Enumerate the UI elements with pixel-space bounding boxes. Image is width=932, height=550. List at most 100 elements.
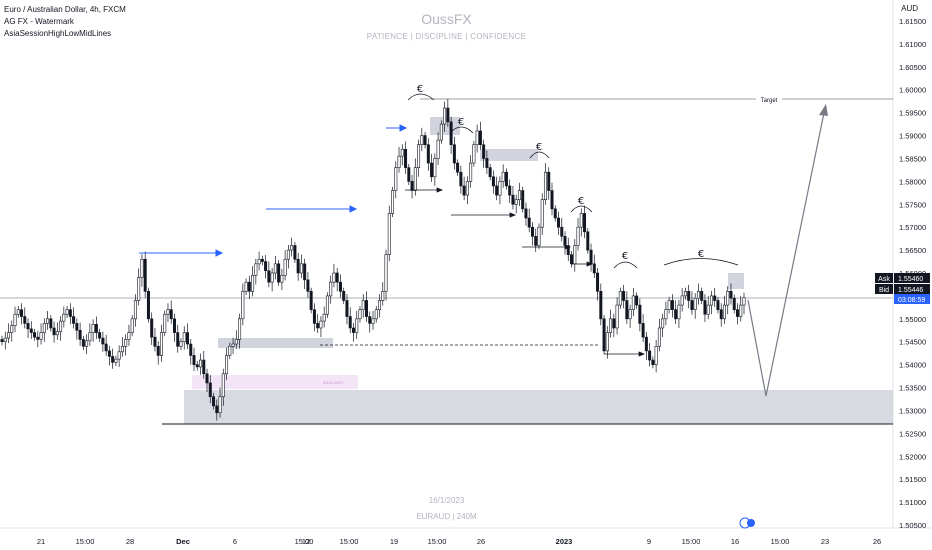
candle: [560, 218, 564, 242]
candle: [338, 274, 342, 298]
candle-body: [104, 343, 108, 352]
candle: [75, 318, 79, 340]
candle-body: [251, 274, 255, 292]
candle-body: [511, 194, 515, 205]
candle-body: [186, 332, 190, 345]
candle-body: [407, 167, 411, 182]
candle: [150, 312, 154, 345]
euro-symbol: €: [622, 251, 628, 262]
candle-body: [368, 316, 372, 324]
supply-zone-3[interactable]: [480, 149, 538, 161]
watermark-title: OussFX: [421, 11, 472, 27]
candle: [589, 243, 593, 272]
candle-body: [501, 171, 505, 182]
candles: [0, 98, 746, 421]
candle-body: [215, 405, 219, 414]
candle: [257, 251, 261, 271]
candle-body: [88, 332, 92, 342]
asia-session-box[interactable]: [192, 375, 358, 389]
candle: [36, 330, 40, 348]
candle: [654, 339, 658, 373]
candle: [400, 144, 404, 166]
bid-tag-label-bg: [875, 284, 893, 294]
candle-body: [65, 309, 69, 315]
candle: [436, 132, 440, 165]
candle: [247, 275, 251, 300]
candle: [306, 272, 310, 298]
price-tick-label: 1.51500: [899, 475, 926, 484]
price-tick-label: 1.54000: [899, 361, 926, 370]
candle-body: [387, 213, 391, 255]
candle: [556, 211, 560, 235]
candle: [384, 249, 388, 301]
candle-body: [735, 309, 739, 317]
indicator-watermark[interactable]: AG FX - Watermark: [4, 17, 74, 26]
candle: [638, 298, 642, 332]
candle: [342, 287, 346, 305]
candle: [713, 288, 717, 307]
candle: [618, 287, 622, 309]
candle-body: [514, 199, 518, 205]
candle-body: [709, 295, 713, 306]
candle-body: [33, 332, 37, 338]
candle: [0, 335, 4, 346]
candle: [309, 287, 313, 314]
time-tick-label: 16: [731, 537, 739, 546]
candle: [371, 311, 375, 330]
candle-body: [228, 346, 232, 356]
candle: [85, 334, 89, 355]
bid-tag-bg: [894, 284, 930, 294]
candle: [446, 98, 450, 127]
candle: [426, 138, 430, 171]
time-tick-label: Dec: [176, 537, 190, 546]
candle-body: [156, 346, 160, 356]
candle: [667, 296, 671, 314]
symbol-title[interactable]: Euro / Australian Dollar, 4h, FXCM: [4, 5, 126, 14]
candle-body: [49, 318, 53, 329]
candle: [39, 323, 43, 345]
candle: [527, 208, 531, 233]
candle-body: [612, 318, 616, 329]
candle-body: [140, 258, 144, 278]
timezone-icon[interactable]: [747, 519, 755, 527]
candle: [98, 328, 102, 342]
supply-zone-4[interactable]: [728, 273, 744, 289]
candle-body: [700, 291, 704, 301]
supply-zone-1[interactable]: [218, 338, 333, 348]
candle-body: [117, 351, 121, 360]
dark-arrowhead: [509, 212, 517, 218]
candle-body: [68, 309, 72, 317]
price-tick-label: 1.57000: [899, 223, 926, 232]
candle-body: [36, 336, 40, 340]
candle: [130, 315, 134, 337]
candle: [566, 237, 570, 262]
candle-body: [101, 337, 105, 345]
candle: [404, 141, 408, 175]
candle-body: [576, 226, 580, 246]
arc: [570, 205, 593, 213]
candle-body: [16, 309, 20, 315]
candle: [189, 338, 193, 365]
candle: [215, 399, 219, 421]
demand-zone[interactable]: [184, 390, 893, 424]
candle: [270, 267, 274, 292]
candle: [459, 165, 463, 194]
candle: [238, 313, 242, 349]
asia-box-label: ASIA HIGH: [323, 380, 343, 385]
candle-body: [296, 258, 300, 274]
candle: [583, 205, 587, 239]
projection-path[interactable]: [747, 107, 826, 397]
candle-body: [75, 323, 79, 331]
candle: [205, 368, 209, 393]
indicator-asia-session[interactable]: AsiaSessionHighLowMidLines: [4, 29, 112, 38]
candle-body: [475, 130, 479, 146]
candle-body: [283, 258, 287, 276]
candle: [517, 182, 521, 207]
candle-body: [628, 309, 632, 320]
candle-body: [182, 332, 186, 343]
candle: [332, 263, 336, 288]
candle-body: [462, 185, 466, 196]
bid-price: 1.55446: [898, 287, 923, 294]
